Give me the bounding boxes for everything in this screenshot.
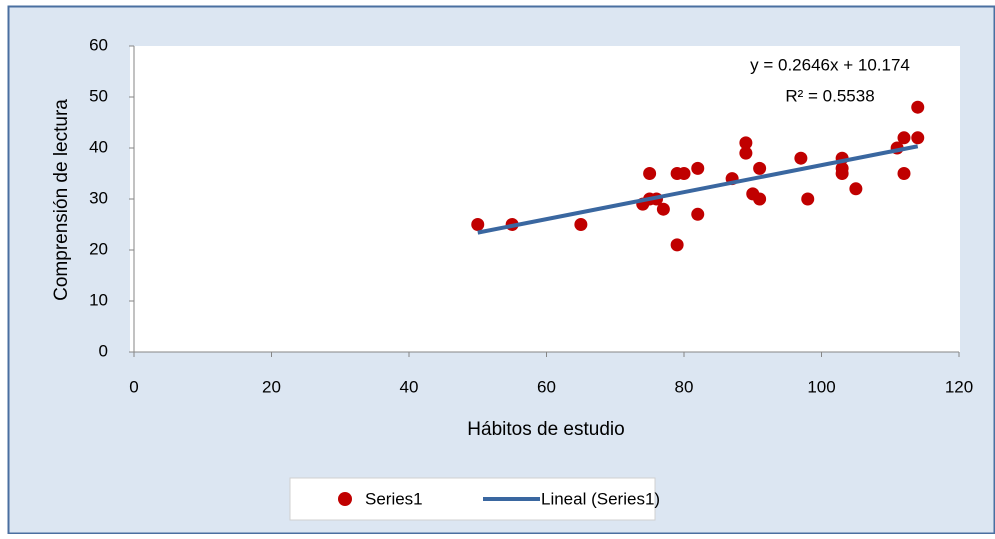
plot-area — [130, 46, 960, 352]
data-point — [574, 218, 588, 231]
trendline — [477, 144, 919, 235]
data-point — [656, 202, 670, 216]
legend-label: Lineal (Series1) — [541, 489, 660, 508]
data-point — [897, 131, 911, 145]
x-tick-label: 100 — [807, 377, 835, 396]
data-point — [677, 167, 691, 180]
legend-label: Series1 — [365, 489, 423, 508]
y-tick-label: 0 — [99, 341, 108, 360]
data-point — [739, 146, 753, 160]
data-point — [911, 100, 925, 114]
trendline-r2: R² = 0.5538 — [785, 86, 874, 105]
y-tick-label: 30 — [89, 188, 108, 207]
legend-marker — [338, 492, 352, 506]
data-point — [753, 192, 767, 206]
x-tick-label: 120 — [945, 377, 973, 396]
x-tick-label: 0 — [129, 377, 138, 396]
x-tick-label: 20 — [262, 377, 281, 396]
data-point — [670, 238, 684, 252]
data-point — [691, 207, 705, 221]
x-tick-label: 40 — [400, 377, 419, 396]
data-point — [794, 151, 808, 165]
y-tick-label: 60 — [89, 35, 108, 54]
y-axis-title: Comprensión de lectura — [51, 99, 72, 301]
x-tick-label: 60 — [537, 377, 556, 396]
x-axis-title: Hábitos de estudio — [467, 419, 624, 440]
data-point — [801, 192, 815, 206]
y-tick-label: 20 — [89, 239, 108, 258]
trendline-equation: y = 0.2646x + 10.174 — [750, 55, 910, 74]
data-point — [897, 167, 911, 180]
data-point — [471, 218, 485, 231]
data-point — [835, 167, 849, 180]
y-tick-label: 40 — [89, 137, 108, 156]
data-point — [849, 182, 863, 196]
y-tick-label: 50 — [89, 86, 108, 105]
data-point — [911, 131, 925, 145]
data-point — [739, 136, 753, 150]
data-point — [753, 161, 767, 175]
data-point — [691, 161, 705, 175]
data-point — [643, 167, 657, 180]
x-tick-label: 80 — [675, 377, 694, 396]
y-tick-label: 10 — [89, 290, 108, 309]
